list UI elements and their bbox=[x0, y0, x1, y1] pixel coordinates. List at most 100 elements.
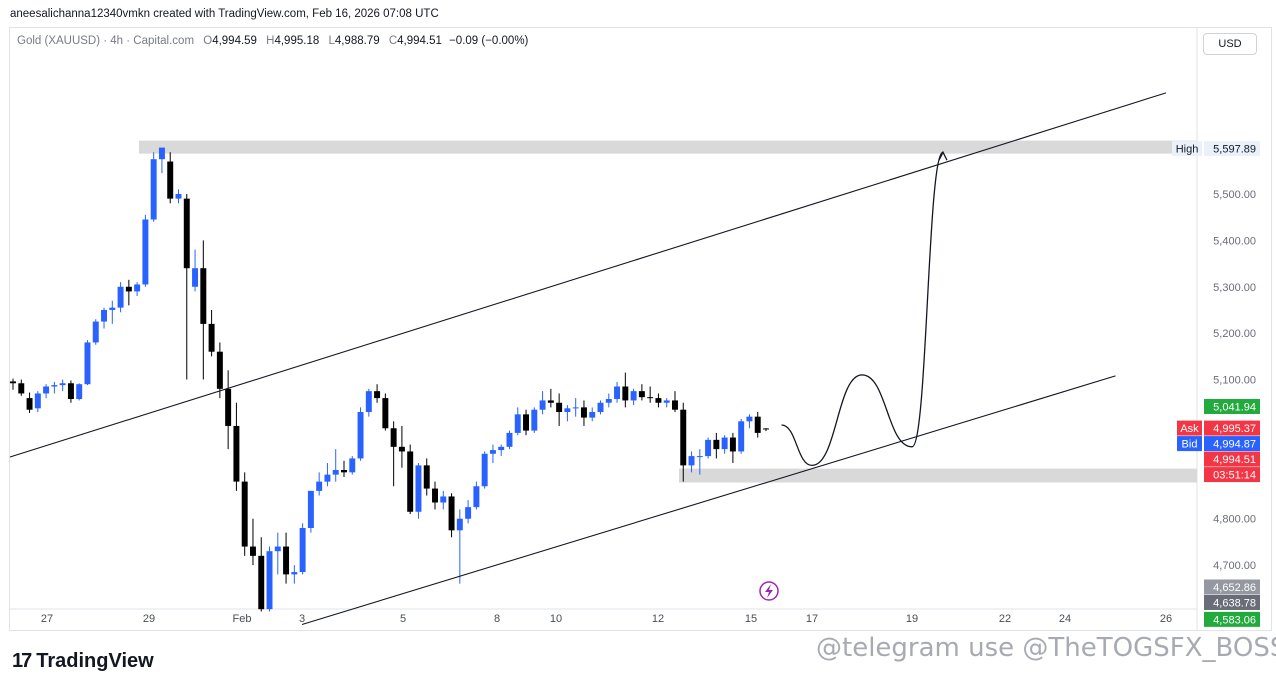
candle bbox=[26, 392, 33, 413]
price-label-tag: Ask bbox=[1180, 423, 1199, 435]
price-label-gray: 4,652.86 bbox=[1204, 579, 1260, 595]
candle bbox=[572, 398, 579, 417]
price-tick-label: 4,700.00 bbox=[1213, 560, 1256, 572]
candle-body bbox=[746, 416, 753, 422]
currency-button[interactable]: USD bbox=[1203, 33, 1257, 55]
candle bbox=[729, 432, 736, 464]
price-label-darkgray: 4,638.78 bbox=[1204, 594, 1260, 610]
channel-line-2 bbox=[301, 375, 1116, 626]
zone-1 bbox=[139, 140, 1197, 154]
candle-body bbox=[506, 432, 513, 447]
candle bbox=[564, 405, 571, 422]
candle bbox=[299, 523, 306, 575]
candle-body bbox=[614, 386, 621, 400]
candle bbox=[109, 300, 116, 324]
candle-body bbox=[754, 416, 761, 433]
price-label-bid: 4,994.87 Bid bbox=[1177, 436, 1260, 452]
high-label: H bbox=[266, 35, 275, 47]
candle bbox=[539, 391, 546, 415]
candle bbox=[249, 518, 256, 566]
candle bbox=[117, 282, 124, 313]
close-label: C bbox=[388, 35, 398, 47]
candle bbox=[266, 546, 273, 612]
candle bbox=[374, 384, 381, 403]
candle-body bbox=[539, 400, 546, 410]
candle-body bbox=[398, 446, 405, 452]
candle bbox=[622, 372, 629, 408]
candle-body bbox=[374, 391, 381, 399]
price-label-box bbox=[1204, 436, 1260, 452]
candle bbox=[531, 407, 538, 433]
candle-body bbox=[150, 159, 157, 220]
symbol-name: Gold (XAUUSD) · 4h · Capital.com bbox=[17, 35, 195, 47]
candle bbox=[341, 460, 347, 477]
time-tick-label: 29 bbox=[143, 613, 155, 625]
candle-body bbox=[556, 402, 563, 413]
candle-body bbox=[241, 481, 248, 547]
open-label: O bbox=[203, 35, 213, 47]
candle bbox=[763, 428, 769, 432]
candle bbox=[680, 402, 687, 482]
candle-body bbox=[456, 518, 463, 531]
candle bbox=[175, 189, 182, 204]
candle-body bbox=[663, 400, 670, 403]
candle bbox=[705, 437, 712, 459]
candle bbox=[630, 388, 637, 406]
candle bbox=[498, 444, 505, 457]
candle-body bbox=[729, 437, 736, 452]
candle bbox=[200, 240, 207, 380]
time-tick-label: 5 bbox=[400, 613, 406, 625]
candle-body bbox=[67, 383, 74, 400]
candle-body bbox=[316, 481, 323, 491]
candle-body bbox=[382, 398, 389, 429]
candle-body bbox=[208, 323, 215, 352]
time-tick-label: 19 bbox=[906, 613, 918, 625]
candle bbox=[18, 379, 25, 396]
price-label-text: 4,995.37 bbox=[1213, 423, 1256, 435]
candle-body bbox=[547, 400, 554, 403]
tradingview-logo-text: TradingView bbox=[36, 650, 154, 672]
candle bbox=[448, 493, 455, 538]
candle bbox=[208, 309, 215, 357]
price-label-box bbox=[1204, 451, 1260, 467]
candle bbox=[349, 456, 356, 475]
candle-body bbox=[341, 470, 347, 473]
candle-body bbox=[680, 409, 687, 466]
candle-body bbox=[705, 439, 712, 457]
time-tick-label: 24 bbox=[1059, 613, 1071, 625]
candle bbox=[365, 388, 372, 417]
candle-body bbox=[101, 309, 108, 322]
candle-body bbox=[10, 381, 16, 384]
candle bbox=[43, 384, 50, 399]
channel-line-1 bbox=[9, 92, 1167, 458]
price-label-box bbox=[1204, 611, 1260, 627]
high-value: 4,995.18 bbox=[274, 35, 320, 47]
time-axis[interactable]: 27 29 Feb 3 5 8 10 12 15 17 19 22 24 26 bbox=[41, 613, 1172, 625]
price-axis[interactable]: 5,500.00 5,400.00 5,300.00 5,200.00 5,100.00… bbox=[1213, 189, 1256, 572]
price-label-tag-box bbox=[1177, 436, 1202, 452]
low-value: 4,988.79 bbox=[334, 35, 380, 47]
candle-body bbox=[109, 307, 116, 310]
tradingview-logo[interactable]: 17 TradingView bbox=[12, 650, 154, 673]
candle bbox=[332, 449, 339, 482]
chart-attribution: aneesalichanna12340vmkn created with Tra… bbox=[10, 8, 439, 20]
candle-body bbox=[18, 383, 25, 394]
candle bbox=[556, 393, 563, 426]
candle bbox=[506, 430, 513, 450]
candle bbox=[605, 393, 612, 408]
candle-body bbox=[647, 397, 654, 399]
candle bbox=[721, 435, 728, 454]
candle bbox=[382, 393, 389, 431]
candle-body bbox=[158, 147, 165, 160]
price-label-text: 4,994.51 bbox=[1213, 454, 1256, 466]
candle bbox=[291, 565, 298, 584]
candle-body bbox=[481, 453, 488, 487]
lightning-icon[interactable] bbox=[759, 581, 779, 601]
candle bbox=[125, 279, 132, 306]
price-tick-label: 5,400.00 bbox=[1213, 235, 1256, 247]
candle-body bbox=[233, 425, 240, 482]
candle bbox=[398, 425, 405, 468]
candle bbox=[738, 418, 745, 454]
candle-body bbox=[117, 286, 124, 308]
